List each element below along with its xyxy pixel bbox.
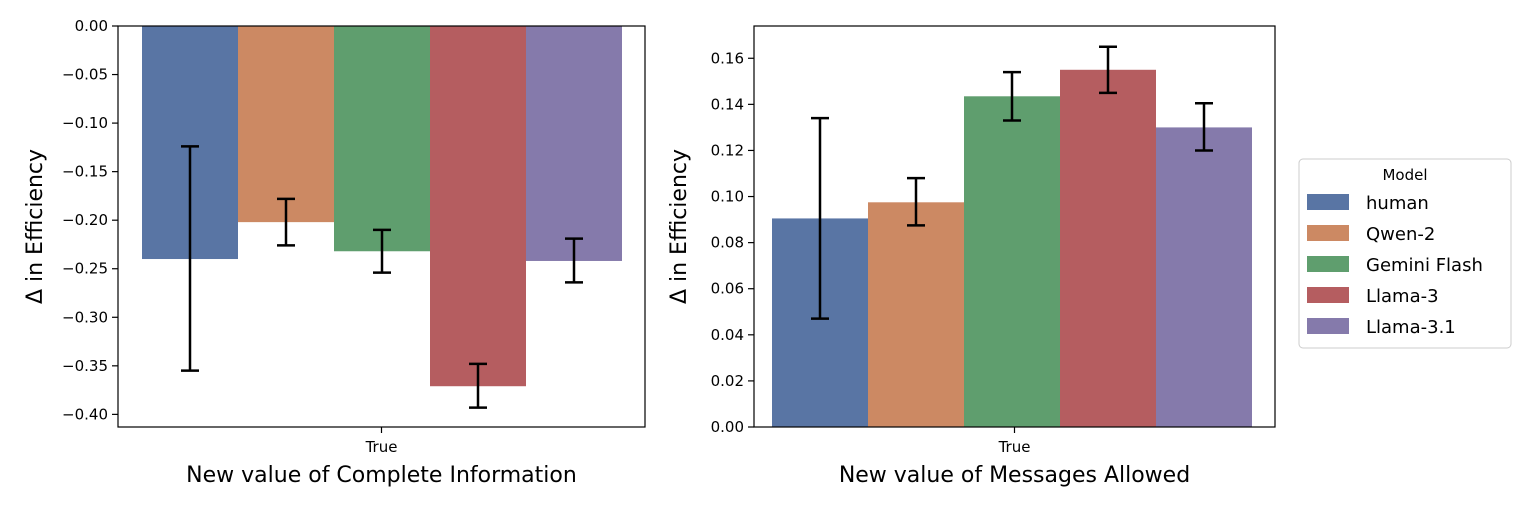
bar-gemini-flash: [964, 96, 1060, 428]
x-axis-title: New value of Complete Information: [186, 463, 577, 488]
error-bar-human: [811, 116, 829, 320]
y-tick-label: −0.25: [62, 260, 108, 278]
legend-title: Model: [1382, 166, 1427, 184]
y-tick-label: −0.15: [62, 163, 108, 181]
bar-qwen-2: [238, 26, 334, 223]
y-tick-label: −0.30: [62, 308, 108, 326]
x-axis-title: New value of Messages Allowed: [839, 463, 1190, 488]
error-bar-qwen-2: [277, 197, 295, 247]
y-tick-label: 0.14: [711, 95, 744, 113]
error-bar-qwen-2: [907, 176, 925, 227]
legend-item-llama-3: Llama-3: [1307, 286, 1439, 307]
legend-swatch: [1307, 194, 1349, 210]
error-bar-human: [181, 145, 199, 372]
error-bar-llama-3-1: [565, 237, 583, 284]
legend-swatch: [1307, 225, 1349, 241]
y-tick-label: −0.10: [62, 114, 108, 132]
y-axis-title: Δ in Efficiency: [23, 149, 48, 304]
x-tick-label: True: [365, 438, 398, 456]
bar-gemini-flash: [334, 26, 430, 252]
error-bar-gemini-flash: [1003, 70, 1021, 122]
error-bar-llama-3-1: [1195, 101, 1213, 152]
bar-llama-3-1: [526, 26, 622, 261]
bar-llama-3-1: [1156, 127, 1252, 428]
legend-swatch: [1307, 287, 1349, 303]
y-tick-label: 0.08: [711, 234, 744, 252]
y-tick-label: −0.40: [62, 405, 108, 423]
legend-swatch: [1307, 318, 1349, 334]
legend-label: Gemini Flash: [1366, 255, 1483, 276]
chart-panel-1: 0.00 −0.05 −0.10 −0.15 −0.20 −0.25 −0.30 −0.35 −…: [23, 17, 646, 488]
y-tick-label: 0.10: [711, 188, 744, 206]
legend-label: Llama-3.1: [1366, 317, 1456, 338]
chart-panel-2: 0.00 0.02 0.04 0.06 0.08 0.10 0.12 0.14 0.16 True…: [667, 25, 1276, 488]
y-tick-label: 0.06: [711, 280, 744, 298]
bar-llama-3: [1060, 69, 1156, 427]
x-tick-label: True: [998, 438, 1031, 456]
bar-qwen-2: [868, 202, 964, 427]
legend-frame: [1298, 158, 1512, 349]
error-bar-gemini-flash: [373, 228, 391, 274]
y-tick-label: 0.04: [711, 326, 744, 344]
y-axis-title: Δ in Efficiency: [667, 149, 692, 304]
y-tick-label: 0.00: [711, 418, 744, 436]
error-bar-llama-3: [469, 362, 487, 409]
legend-label: Llama-3: [1366, 286, 1439, 307]
y-tick-label: 0.16: [711, 49, 744, 67]
bar-llama-3: [430, 26, 526, 387]
y-tick-label: −0.35: [62, 357, 108, 375]
y-tick-label: −0.20: [62, 211, 108, 229]
y-tick-label: 0.02: [711, 372, 744, 390]
legend-item-gemini-flash: Gemini Flash: [1307, 255, 1483, 276]
y-tick-label: 0.00: [75, 17, 108, 35]
legend-item-qwen-2: Qwen-2: [1307, 224, 1435, 245]
y-tick-label: 0.12: [711, 141, 744, 159]
legend: Model human Qwen-2 Gemini Flash Llama-3 Llam…: [1298, 158, 1512, 349]
legend-items: human Qwen-2 Gemini Flash Llama-3 Llama-3.1: [1307, 193, 1483, 338]
legend-label: Qwen-2: [1366, 224, 1435, 245]
legend-swatch: [1307, 256, 1349, 272]
legend-item-human: human: [1307, 193, 1429, 214]
y-tick-label: −0.05: [62, 66, 108, 84]
error-bar-llama-3: [1099, 45, 1117, 95]
legend-item-llama-3-1: Llama-3.1: [1307, 317, 1456, 338]
legend-label: human: [1366, 193, 1429, 214]
charts-layer: 0.00 −0.05 −0.10 −0.15 −0.20 −0.25 −0.30 −0.35 −…: [23, 17, 1276, 488]
